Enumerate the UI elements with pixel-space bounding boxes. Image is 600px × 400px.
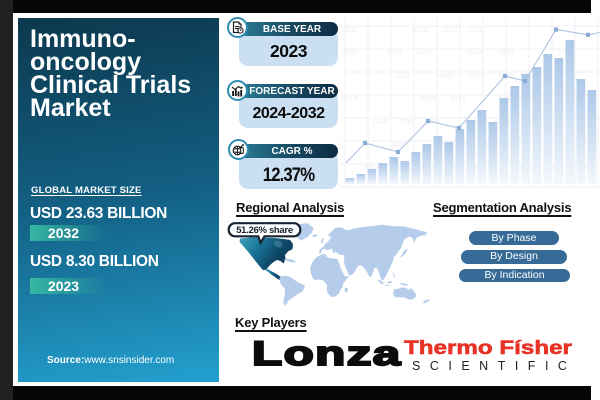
svg-text:1250: 1250 — [442, 27, 458, 34]
svg-text:1250: 1250 — [468, 165, 484, 172]
svg-text:3800: 3800 — [342, 27, 358, 34]
svg-text:3800: 3800 — [524, 119, 540, 126]
svg-text:0923: 0923 — [468, 73, 484, 80]
svg-text:4850: 4850 — [424, 119, 440, 126]
svg-text:0214: 0214 — [364, 165, 380, 172]
svg-text:2150: 2150 — [468, 27, 484, 34]
svg-text:1250: 1250 — [398, 119, 414, 126]
svg-text:0923: 0923 — [420, 96, 436, 103]
svg-text:1430: 1430 — [372, 119, 388, 126]
svg-text:1430: 1430 — [450, 96, 466, 103]
svg-text:3495: 3495 — [468, 50, 484, 57]
svg-text:4850: 4850 — [438, 73, 454, 80]
svg-text:0214: 0214 — [342, 96, 358, 103]
svg-text:0350: 0350 — [412, 27, 428, 34]
svg-text:2150: 2150 — [342, 50, 358, 57]
svg-text:1250: 1250 — [498, 50, 514, 57]
svg-text:1250: 1250 — [446, 165, 462, 172]
svg-text:0923: 0923 — [546, 165, 562, 172]
svg-text:2150: 2150 — [394, 73, 410, 80]
svg-text:51.26% share: 51.26% share — [236, 225, 293, 236]
svg-text:3800: 3800 — [390, 142, 406, 149]
svg-text:3800: 3800 — [386, 50, 402, 57]
svg-text:4850: 4850 — [416, 50, 432, 57]
